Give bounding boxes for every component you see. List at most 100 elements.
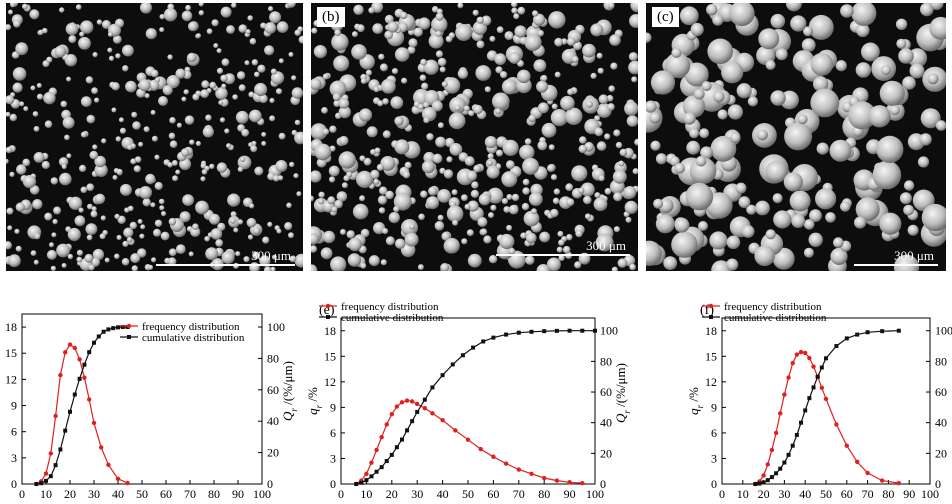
- data-point: [409, 399, 415, 404]
- data-point: [379, 434, 384, 440]
- data-point: [478, 446, 483, 452]
- x-tick-label: 30: [411, 487, 423, 501]
- x-tick-label: 10: [737, 487, 749, 501]
- data-point: [99, 445, 104, 450]
- y-left-tick-label: 12: [324, 375, 336, 389]
- x-tick-label: 0: [338, 487, 344, 501]
- y-left-tick-label: 18: [5, 320, 17, 334]
- data-point: [753, 482, 758, 486]
- y-left-tick-label: 6: [330, 426, 336, 440]
- data-point: [504, 332, 509, 337]
- data-point: [786, 375, 791, 380]
- data-point: [359, 480, 364, 485]
- data-point: [824, 356, 828, 361]
- data-point: [101, 329, 106, 334]
- y-left-tick-label: 9: [330, 400, 336, 414]
- series-line-cumulative: [755, 330, 899, 485]
- data-point: [106, 462, 111, 468]
- legend-entry: frequency distribution: [341, 301, 439, 313]
- x-tick-label: 50: [462, 487, 474, 501]
- scale-bar: 300 μm: [496, 238, 630, 256]
- data-point: [782, 392, 787, 397]
- data-point: [96, 334, 101, 339]
- series-line-frequency: [754, 351, 899, 485]
- data-point: [819, 365, 824, 370]
- data-point: [865, 330, 870, 335]
- data-point: [354, 482, 359, 486]
- data-point: [43, 471, 49, 476]
- data-point: [765, 462, 770, 467]
- x-tick-label: 30: [778, 487, 790, 501]
- data-point: [120, 325, 125, 330]
- data-point: [778, 411, 783, 416]
- data-point: [77, 376, 82, 381]
- y-right-tick-label: 60: [267, 383, 279, 397]
- data-point: [384, 422, 389, 427]
- y-right-tick-label: 100: [267, 320, 285, 334]
- y-right-axis-title: Qr /(%/μm): [613, 363, 632, 423]
- micrograph-b-image: 300 μm: [311, 3, 638, 271]
- data-point: [567, 328, 572, 333]
- data-point: [819, 385, 825, 391]
- y-right-tick-label: 0: [600, 477, 606, 491]
- x-tick-label: 10: [360, 487, 372, 501]
- data-point: [374, 469, 379, 474]
- x-tick-label: 70: [513, 487, 525, 501]
- data-point: [72, 392, 77, 397]
- data-point: [62, 350, 68, 355]
- data-point: [53, 463, 58, 468]
- micrograph-c-image: 300 μm: [646, 3, 946, 271]
- y-right-tick-label: 0: [267, 477, 273, 491]
- data-point: [72, 345, 78, 351]
- data-point: [471, 345, 476, 350]
- data-point: [529, 471, 534, 476]
- data-point: [364, 471, 369, 476]
- x-tick-label: 0: [719, 487, 725, 501]
- y-left-tick-label: 15: [324, 349, 336, 363]
- data-point: [855, 332, 860, 337]
- data-point: [453, 428, 458, 433]
- data-point: [460, 353, 465, 358]
- micrograph-a: 300 μm: [6, 3, 303, 271]
- x-tick-label: 0: [19, 487, 25, 501]
- data-point: [542, 329, 547, 334]
- y-left-tick-label: 15: [5, 346, 17, 360]
- data-point: [757, 481, 762, 486]
- scale-bar: 300 μm: [854, 248, 938, 266]
- data-point: [394, 445, 399, 450]
- data-point: [815, 374, 820, 379]
- y-right-tick-label: 20: [267, 446, 279, 460]
- data-point: [790, 360, 795, 366]
- data-point: [53, 413, 58, 419]
- y-left-tick-label: 6: [711, 426, 717, 440]
- data-point: [542, 475, 547, 481]
- legend-entry: frequency distribution: [724, 301, 822, 313]
- particle-field: [311, 3, 638, 271]
- chart-e-svg: 0 10 20 30 40 50 60 70 80 90 100036912151802040608…: [305, 301, 632, 501]
- data-point: [794, 432, 799, 437]
- data-point: [790, 443, 795, 448]
- data-point: [761, 473, 766, 478]
- data-point: [794, 352, 800, 357]
- scale-bar-label: 300 μm: [586, 238, 626, 253]
- micrograph-a-image: 300 μm: [6, 3, 303, 271]
- legend-entry: cumulative distribution: [341, 312, 444, 324]
- x-tick-label: 60: [487, 487, 499, 501]
- x-tick-label: 50: [820, 487, 832, 501]
- data-point: [91, 420, 97, 426]
- data-point: [896, 480, 901, 486]
- scale-bar: 300 μm: [156, 248, 295, 266]
- x-tick-label: 80: [882, 487, 894, 501]
- data-point: [807, 396, 812, 401]
- data-point: [430, 411, 435, 416]
- y-right-axis-title: Qr /(%/μm): [280, 361, 299, 421]
- particle-field: [646, 3, 946, 271]
- x-tick-label: 100: [586, 487, 604, 501]
- legend-entry: cumulative distribution: [724, 312, 827, 324]
- data-point: [87, 397, 92, 402]
- x-tick-label: 80: [208, 487, 220, 501]
- data-point: [384, 459, 389, 464]
- chart-d-svg: 0 10 20 30 40 50 60 70 80 90 100036912151802040608…: [5, 313, 299, 501]
- data-point: [369, 460, 374, 465]
- y-left-tick-label: 9: [711, 400, 717, 414]
